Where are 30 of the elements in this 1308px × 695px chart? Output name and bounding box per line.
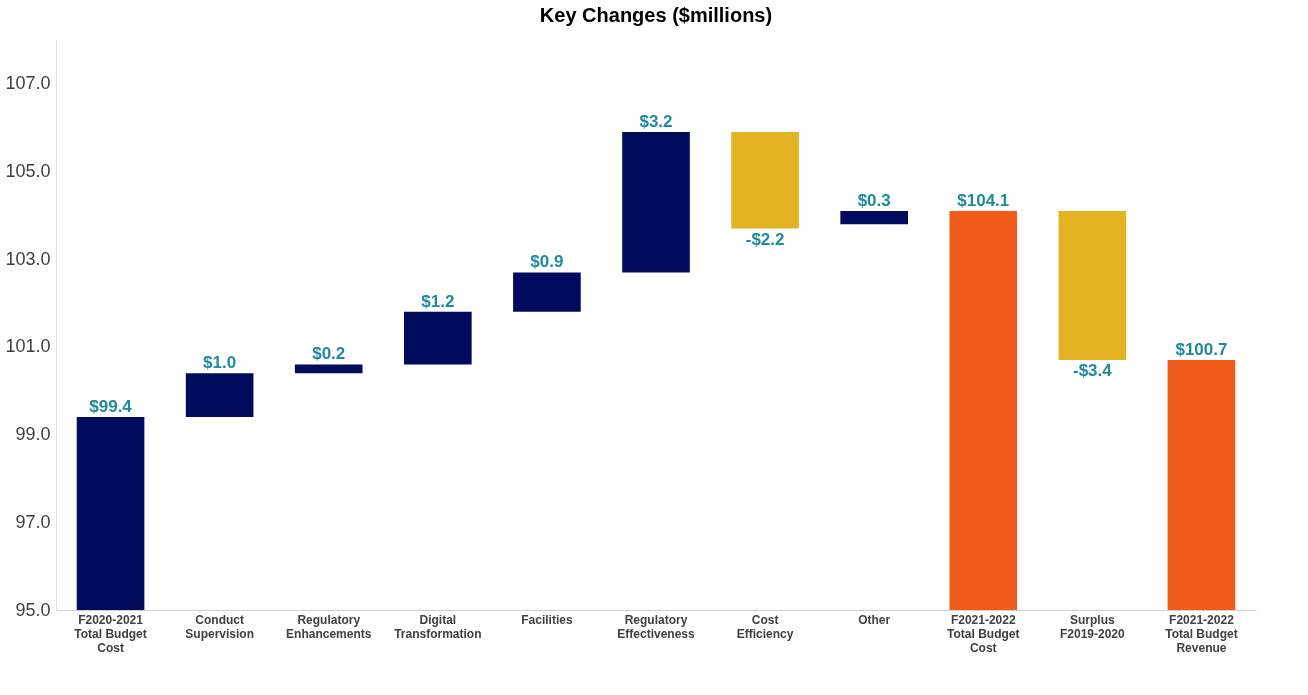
- data-label: $3.2: [639, 112, 673, 132]
- y-tick-label: 107.0: [5, 73, 51, 94]
- x-tick-label: F2020-2021 Total Budget Cost: [74, 612, 147, 655]
- data-label: -$3.4: [1072, 361, 1113, 381]
- y-tick-label: 103.0: [5, 248, 51, 269]
- y-tick-label: 105.0: [5, 161, 51, 182]
- data-label: $0.3: [857, 191, 891, 210]
- y-tick-label: 95.0: [15, 599, 51, 620]
- data-label: -$2.2: [745, 229, 785, 249]
- x-tick-label: Cost Efficiency: [736, 612, 794, 641]
- data-label: $100.7: [1175, 340, 1228, 360]
- x-tick-label: F2021-2022 Total Budget Cost: [947, 612, 1020, 655]
- data-label: $0.2: [312, 344, 346, 364]
- x-tick-label: Surplus F2019-2020: [1060, 612, 1126, 641]
- y-tick-label: 97.0: [15, 511, 51, 532]
- data-label: $104.1: [957, 191, 1010, 210]
- data-label: $1.2: [421, 291, 455, 311]
- chart-title: Key Changes ($millions): [539, 4, 773, 26]
- data-label: $1.0: [203, 353, 237, 373]
- x-tick-label: Facilities: [521, 612, 573, 627]
- x-tick-label: F2021-2022 Total Budget Revenue: [1165, 612, 1238, 655]
- x-tick-label: Regulatory Enhancements: [286, 612, 372, 641]
- x-tick-label: Other: [858, 612, 891, 627]
- x-tick-label: Regulatory Effectiveness: [617, 612, 696, 641]
- data-label: $99.4: [89, 397, 133, 417]
- x-tick-label: Conduct Supervision: [185, 612, 254, 641]
- data-label: $0.9: [530, 252, 564, 272]
- x-tick-label: Digital Transformation: [394, 612, 482, 641]
- y-tick-label: 99.0: [15, 424, 51, 445]
- y-tick-label: 101.0: [5, 336, 51, 357]
